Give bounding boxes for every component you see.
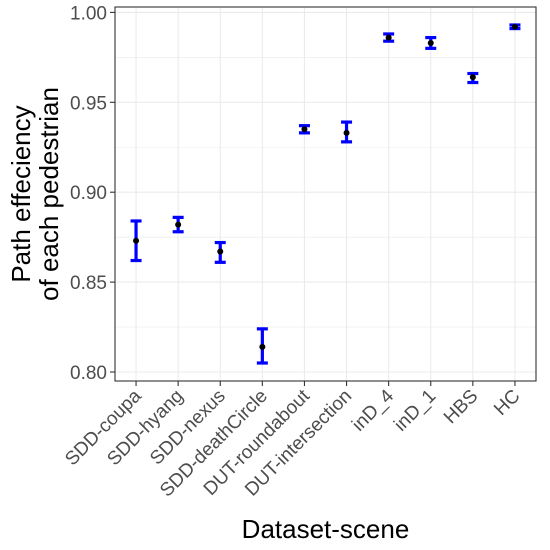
y-axis-label-line-2: of each pedestrian [34,87,64,301]
y-axis-label-line-1: Path effeciency [6,105,36,282]
major-gridlines [115,7,536,381]
mean-point [217,248,224,255]
x-tick-label: HBS [440,386,482,428]
mean-point [259,343,266,350]
error-bars [130,23,521,365]
x-tick-label: inD_4 [348,385,398,435]
mean-point [175,221,182,228]
x-axis-ticks: SDD-coupaSDD-hyangSDD-nexusSDD-deathCirc… [61,381,524,501]
mean-point [133,237,140,244]
y-tick-label: 1.00 [70,3,107,24]
y-tick-label: 0.90 [70,183,107,204]
mean-point [343,129,350,136]
mean-point [469,74,476,81]
mean-point [427,39,434,46]
mean-point [511,23,518,30]
y-tick-label: 0.85 [70,273,107,294]
x-tick-label: inD_1 [390,386,440,436]
x-axis-label: Dataset-scene [242,514,410,544]
plot-panel-border [114,6,537,382]
mean-point [301,126,308,133]
y-tick-label: 0.80 [70,363,107,384]
y-tick-label: 0.95 [70,93,107,114]
x-tick-label: HC [490,386,524,420]
y-axis-ticks: 0.80 0.85 0.90 0.95 1.00 [70,3,115,384]
minor-gridlines [115,57,536,328]
mean-points [133,23,518,350]
mean-point [385,34,392,41]
